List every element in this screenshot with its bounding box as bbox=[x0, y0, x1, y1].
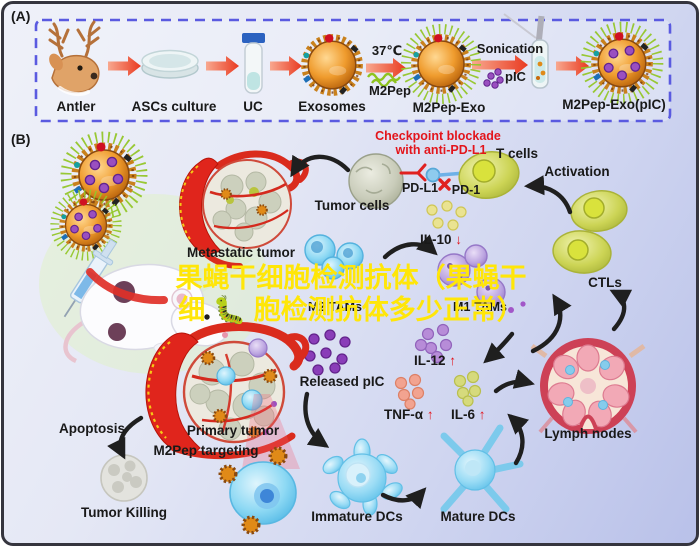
panel-b-label: (B) bbox=[11, 131, 31, 147]
il10-cytokine-dots bbox=[426, 200, 467, 231]
panel-a-dashed-border bbox=[34, 18, 672, 123]
petri-dish-icon bbox=[141, 49, 199, 79]
m1-tams-label: M1 TAMs bbox=[453, 300, 507, 314]
up-arrow-icon: ↑ bbox=[426, 407, 434, 422]
tnf-alpha-label: TNF-α ↑ bbox=[384, 407, 434, 422]
il12-cytokine-dots bbox=[414, 323, 453, 364]
panel-b bbox=[39, 137, 646, 535]
checkpoint-blockade-line2: with anti-PD-L1 bbox=[395, 143, 487, 157]
up-arrow-icon: ↑ bbox=[449, 353, 457, 368]
checkpoint-blockade-line1: Checkpoint blockade bbox=[375, 129, 501, 143]
ctls-label: CTLs bbox=[588, 275, 622, 290]
metastatic-tumor-label: Metastatic tumor bbox=[186, 245, 296, 260]
immature-dcs-label: Immature DCs bbox=[311, 509, 403, 524]
pd-l1-label: PD-L1 bbox=[401, 181, 439, 195]
tumor-cells-label: Tumor cells bbox=[314, 198, 390, 213]
lymph-node-icon bbox=[530, 338, 646, 434]
up-arrow-icon: ↑ bbox=[478, 407, 486, 422]
released-pic-dots bbox=[304, 329, 351, 376]
il10-label: IL-10 ↓ bbox=[420, 232, 463, 247]
tnf-cytokine-dots bbox=[394, 373, 425, 410]
apoptotic-cell-icon bbox=[100, 454, 148, 502]
watermark-text: 果蝇干细胞检测抗体（果蝇干 细 🐛 胞检测抗体多少正常） bbox=[176, 262, 527, 327]
temperature-label: 37℃ bbox=[371, 43, 403, 58]
flow-arrow bbox=[107, 154, 633, 510]
pd-1-label: PD-1 bbox=[451, 183, 481, 197]
t-cells-label: T cells bbox=[495, 146, 539, 161]
sonication-tube-icon bbox=[503, 13, 549, 89]
mature-dcs-label: Mature DCs bbox=[440, 509, 516, 524]
m2-tams-label: M2 TAMs bbox=[308, 300, 362, 314]
tumor-cell-icon bbox=[348, 153, 404, 209]
watermark-line2: 细 🐛 胞检测抗体多少正常） bbox=[178, 295, 524, 326]
immature-dc-icon bbox=[322, 438, 403, 516]
blood-vessel bbox=[86, 268, 168, 305]
figure-art bbox=[34, 13, 672, 535]
primary-tumor-label: Primary tumor bbox=[186, 423, 280, 438]
primary-tumor-icon bbox=[145, 322, 310, 460]
t-cell-icon bbox=[458, 151, 520, 199]
sonication-label: Sonication bbox=[476, 41, 544, 56]
m2pep-peptide-icon bbox=[367, 72, 401, 88]
lymph-nodes-label: Lymph nodes bbox=[544, 426, 632, 441]
down-arrow-icon: ↓ bbox=[455, 232, 463, 247]
pd-l1-antibody-icon bbox=[399, 163, 467, 191]
m2-tam-cell-icon bbox=[304, 234, 364, 280]
m2pep-targeting-cell-icon bbox=[218, 446, 297, 535]
exosome-icon bbox=[303, 34, 359, 95]
m2pep-label: M2Pep bbox=[369, 83, 411, 98]
apoptosis-label: Apoptosis bbox=[59, 421, 125, 436]
pic-dots-icon bbox=[483, 68, 504, 89]
panel-a-label: (A) bbox=[11, 8, 31, 24]
tumor-killing-label: Tumor Killing bbox=[81, 505, 167, 520]
process-arrow bbox=[108, 55, 589, 78]
mature-dc-icon bbox=[440, 424, 524, 513]
m2pep-targeting-label: M2Pep targeting bbox=[153, 443, 259, 458]
metastatic-tumor-icon bbox=[179, 150, 309, 269]
antler-label: Antler bbox=[56, 99, 96, 114]
m2pep-exo-label: M2Pep-Exo bbox=[412, 100, 486, 115]
il6-cytokine-dots bbox=[453, 370, 482, 407]
il6-label: IL-6 ↑ bbox=[451, 407, 486, 422]
panel-a bbox=[34, 13, 672, 123]
antler-deer-icon bbox=[48, 20, 101, 97]
pic-label: pIC bbox=[505, 69, 526, 84]
exosomes-label: Exosomes bbox=[298, 99, 366, 114]
watermark-line1: 果蝇干细胞检测抗体（果蝇干 bbox=[175, 263, 527, 293]
m2pep-exo-pic-label: M2Pep-Exo(pIC) bbox=[562, 97, 666, 112]
uc-tube-icon bbox=[242, 33, 265, 94]
activation-label: Activation bbox=[544, 164, 610, 179]
ctl-cell-icon bbox=[552, 190, 628, 274]
m1-tam-cell-icon bbox=[437, 244, 526, 313]
uc-label: UC bbox=[243, 99, 263, 114]
il12-label: IL-12 ↑ bbox=[414, 353, 457, 368]
ascs-culture-label: ASCs culture bbox=[131, 99, 217, 114]
released-pic-label: Released pIC bbox=[299, 374, 385, 389]
